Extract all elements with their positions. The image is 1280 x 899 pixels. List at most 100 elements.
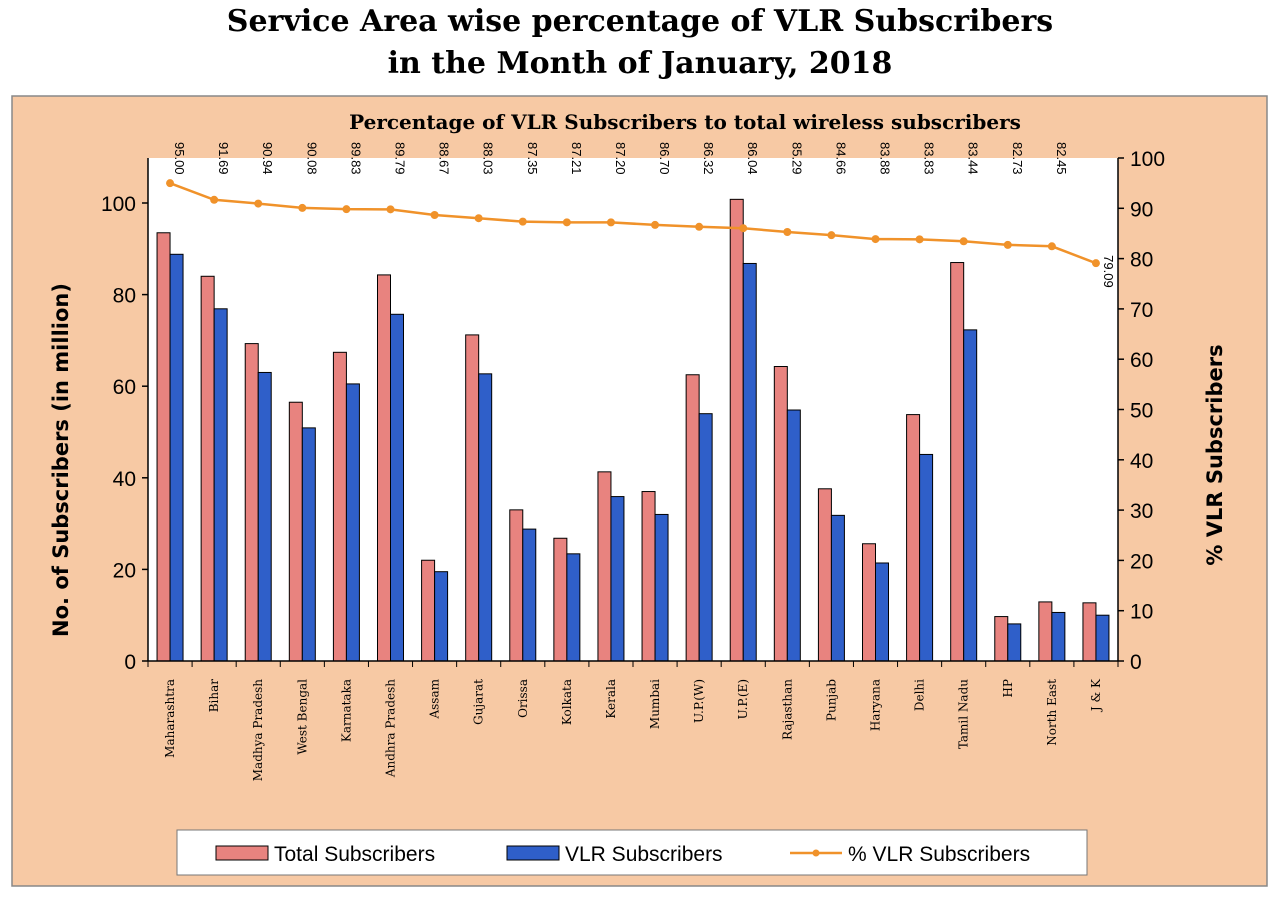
y2-tick-label: 30 bbox=[1130, 500, 1153, 523]
bar-total bbox=[377, 274, 391, 662]
y2-tick-label: 40 bbox=[1130, 450, 1153, 473]
y2-tick-label: 0 bbox=[1130, 651, 1142, 674]
bar-total bbox=[729, 198, 744, 662]
bar-vlr bbox=[478, 373, 493, 662]
bar-vlr bbox=[169, 253, 184, 662]
pct-data-label: 83.44 bbox=[966, 142, 981, 175]
pct-point bbox=[518, 217, 527, 226]
bar-vlr bbox=[257, 371, 272, 662]
bar-total bbox=[288, 401, 303, 662]
x-tick-label: Bihar bbox=[207, 679, 221, 713]
bar-vlr bbox=[301, 427, 316, 662]
pct-point bbox=[871, 235, 880, 244]
x-tick-label: Delhi bbox=[913, 679, 927, 711]
pct-data-label: 83.83 bbox=[922, 142, 937, 175]
pct-data-label: 87.20 bbox=[613, 142, 628, 175]
pct-data-label: 79.09 bbox=[1101, 255, 1116, 288]
x-tick-label: Rajasthan bbox=[780, 679, 794, 740]
x-tick-label: Karnataka bbox=[339, 679, 353, 742]
bar-vlr bbox=[830, 514, 845, 662]
chart-title: Percentage of VLR Subscribers to total w… bbox=[349, 110, 1021, 134]
legend-pct-label: % VLR Subscribers bbox=[848, 843, 1030, 866]
bar-total bbox=[1038, 601, 1053, 662]
y2-tick-label: 100 bbox=[1130, 148, 1165, 171]
pct-data-label: 87.21 bbox=[569, 142, 584, 175]
bar-total bbox=[465, 334, 480, 662]
pct-point bbox=[430, 210, 439, 219]
bar-total bbox=[156, 232, 171, 662]
pct-data-label: 91.69 bbox=[216, 142, 231, 175]
bar-vlr bbox=[963, 329, 978, 662]
bar-total bbox=[685, 374, 700, 662]
x-tick-label: Kerala bbox=[604, 679, 618, 719]
pct-point bbox=[342, 205, 351, 214]
y-tick-label: 0 bbox=[124, 651, 136, 674]
y2-tick-label: 60 bbox=[1130, 349, 1153, 372]
bar-total bbox=[641, 491, 656, 662]
bar-total bbox=[421, 559, 436, 662]
bar-total bbox=[509, 509, 524, 662]
pct-data-label: 88.67 bbox=[437, 142, 452, 175]
page-title-line2: in the Month of January, 2018 bbox=[387, 46, 893, 81]
x-tick-label: Maharashtra bbox=[163, 679, 177, 758]
y2-tick-label: 80 bbox=[1130, 249, 1153, 272]
y2-tick-label: 90 bbox=[1130, 198, 1153, 221]
bar-total bbox=[597, 471, 612, 662]
pct-point bbox=[915, 235, 924, 244]
bar-total bbox=[332, 351, 347, 662]
pct-data-label: 86.04 bbox=[745, 142, 760, 175]
pct-data-label: 84.66 bbox=[833, 142, 848, 175]
pct-data-label: 85.29 bbox=[789, 142, 804, 175]
bar-total bbox=[817, 488, 832, 662]
pct-point bbox=[827, 231, 836, 240]
bar-vlr bbox=[742, 262, 757, 662]
pct-point bbox=[739, 224, 748, 233]
legend-vlr-swatch bbox=[506, 845, 560, 861]
legend-vlr-label: VLR Subscribers bbox=[565, 843, 723, 866]
pct-point bbox=[254, 199, 263, 208]
y-tick-label: 60 bbox=[113, 376, 136, 399]
bar-total bbox=[994, 616, 1009, 662]
x-tick-label: Mumbai bbox=[648, 679, 662, 729]
legend: Total Subscribers VLR Subscribers % VLR … bbox=[176, 829, 1088, 876]
pct-data-label: 90.08 bbox=[304, 142, 319, 175]
pct-point bbox=[298, 203, 307, 212]
bar-vlr bbox=[1051, 611, 1066, 662]
bar-vlr bbox=[919, 453, 934, 662]
bar-total bbox=[906, 414, 921, 662]
bar-vlr bbox=[875, 562, 889, 662]
y2-tick-label: 50 bbox=[1130, 400, 1153, 423]
x-tick-label: West Bengal bbox=[295, 679, 309, 755]
x-tick-label: Andhra Pradesh bbox=[384, 679, 398, 778]
x-tick-label: J & K bbox=[1089, 678, 1103, 713]
legend-total-label: Total Subscribers bbox=[274, 843, 435, 866]
pct-data-label: 95.00 bbox=[172, 142, 187, 175]
x-tick-label: Madhya Pradesh bbox=[251, 679, 265, 782]
pct-point bbox=[695, 222, 704, 231]
pct-data-label: 88.03 bbox=[481, 142, 496, 175]
y-tick-label: 40 bbox=[113, 468, 136, 491]
pct-data-label: 86.70 bbox=[657, 142, 672, 175]
bar-total bbox=[553, 537, 568, 662]
y-axis-label: No. of Subscribers (in million) bbox=[49, 283, 73, 637]
bar-total bbox=[200, 275, 215, 662]
x-tick-label: Kolkata bbox=[560, 679, 574, 725]
y-tick-label: 80 bbox=[113, 285, 136, 308]
y2-tick-label: 20 bbox=[1130, 550, 1153, 573]
pct-point bbox=[386, 205, 395, 214]
pct-point bbox=[959, 237, 968, 246]
bar-total bbox=[1082, 602, 1097, 662]
bar-total bbox=[862, 543, 876, 662]
bar-total bbox=[773, 366, 788, 662]
page-title-line1: Service Area wise percentage of VLR Subs… bbox=[226, 4, 1054, 39]
pct-data-label: 87.35 bbox=[525, 142, 540, 175]
bar-vlr bbox=[566, 553, 581, 662]
y2-axis-label: % VLR Subscribers bbox=[1203, 344, 1227, 565]
x-tick-label: U.P.(W) bbox=[692, 679, 706, 723]
legend-pct-marker bbox=[812, 849, 820, 857]
pct-point bbox=[783, 227, 792, 236]
bar-vlr bbox=[434, 571, 449, 662]
pct-data-label: 90.94 bbox=[260, 142, 275, 175]
bar-vlr bbox=[1007, 623, 1022, 662]
